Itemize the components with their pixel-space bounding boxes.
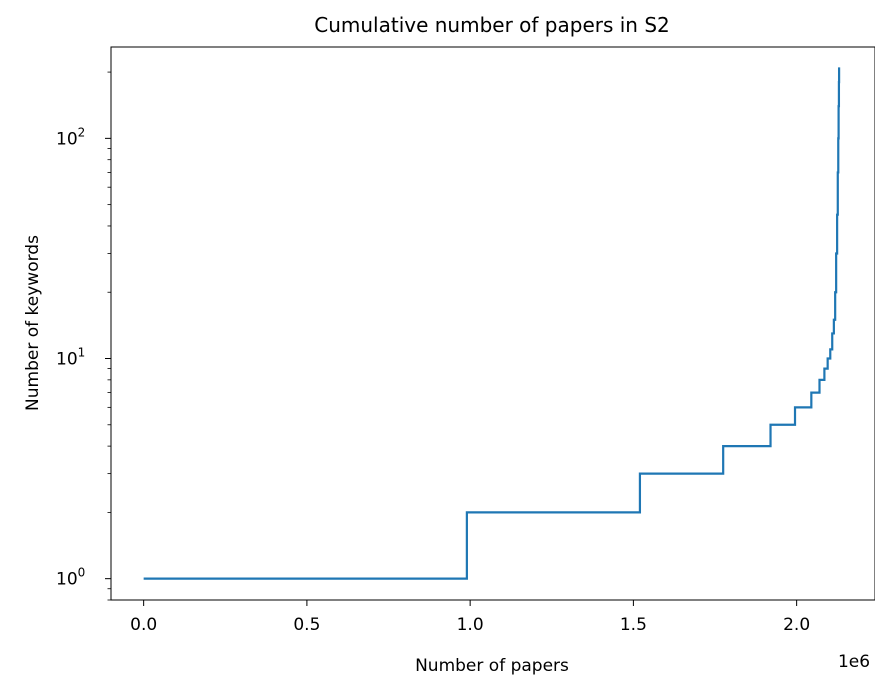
x-tick-label: 1.0 [457,615,484,635]
x-offset-label: 1e6 [838,652,870,672]
chart-title: Cumulative number of papers in S2 [314,13,670,37]
y-axis-ticks: 100 101 102 [56,71,111,601]
x-tick-label: 0.5 [293,615,320,635]
y-tick-label: 102 [56,125,85,149]
x-tick-label: 0.0 [130,615,157,635]
x-axis-ticks: 0.0 0.5 1.0 1.5 2.0 [130,600,810,635]
x-tick-label: 2.0 [783,615,810,635]
plot-frame [110,46,875,601]
y-axis-label: Number of keywords [23,235,43,411]
x-tick-label: 1.5 [620,615,647,635]
x-axis-label: Number of papers [415,656,569,676]
y-tick-label: 100 [56,566,85,590]
series-line [143,67,841,580]
y-tick-label: 101 [56,346,85,370]
